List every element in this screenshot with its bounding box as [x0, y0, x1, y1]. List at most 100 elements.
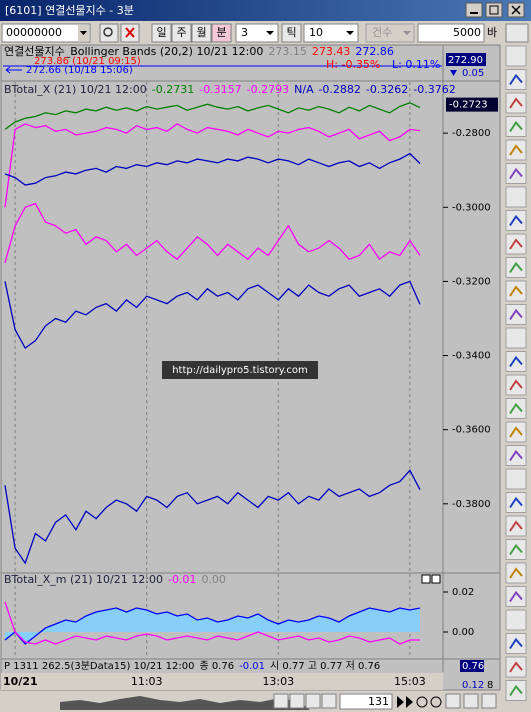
tool-button[interactable]: [505, 280, 527, 302]
tool-button[interactable]: [505, 398, 527, 419]
y-tick-label: -0.3400: [452, 351, 491, 362]
price-axis-label: 272.90: [448, 55, 483, 66]
tool-icon: [509, 214, 523, 227]
status-axis-label: 0.76: [462, 661, 484, 672]
y-tick-label: -0.3800: [452, 499, 491, 510]
high-change: H: -0.35%: [326, 58, 380, 71]
tool-icon: [509, 120, 523, 133]
count-select[interactable]: [365, 23, 415, 43]
period-button[interactable]: [211, 23, 232, 43]
tool-button[interactable]: [505, 210, 527, 231]
tick-select[interactable]: [303, 23, 359, 43]
tool-button[interactable]: [505, 163, 527, 184]
tool-button[interactable]: [505, 304, 527, 325]
scroll-last[interactable]: [321, 693, 337, 709]
period-button[interactable]: [171, 23, 192, 43]
tool-button[interactable]: [505, 680, 527, 701]
period-label: 일: [156, 25, 166, 39]
text-segment: 273.43: [312, 45, 351, 58]
tool-button[interactable]: [505, 351, 527, 372]
interval-select[interactable]: [235, 23, 279, 43]
scroll-count-input[interactable]: [339, 693, 393, 710]
tool-button[interactable]: [505, 421, 527, 443]
code-text: 00000000: [6, 26, 62, 39]
scroll-option[interactable]: [463, 693, 479, 709]
minimize-button[interactable]: [465, 2, 483, 18]
tool-button[interactable]: [505, 374, 527, 396]
tool-button[interactable]: [505, 539, 527, 560]
dropdown-arrow: [403, 31, 411, 35]
pane-control[interactable]: [431, 574, 441, 584]
x-tick-label: 13:03: [262, 675, 294, 688]
tool-button[interactable]: [505, 45, 527, 67]
settings-button[interactable]: [505, 23, 529, 43]
search-button[interactable]: [99, 23, 119, 43]
tool-button[interactable]: [505, 656, 527, 678]
tool-icon: [509, 144, 523, 156]
price-current-box: [446, 53, 486, 66]
tool-button[interactable]: [505, 69, 527, 90]
pane-control[interactable]: [421, 574, 431, 584]
scroll-option[interactable]: [481, 693, 497, 709]
tool-button[interactable]: [505, 116, 527, 137]
y-tick-label: -0.3000: [452, 202, 491, 213]
low-marker: 272.66 (10/18 15:06): [26, 65, 133, 76]
status-current-box: [460, 660, 484, 672]
text-segment: 시 0.77 고 0.77 저 0.76: [270, 660, 380, 672]
zoom-in[interactable]: [416, 696, 428, 708]
tool-button[interactable]: [505, 468, 527, 490]
code-input[interactable]: [1, 23, 91, 43]
tool-button[interactable]: [505, 492, 527, 513]
tool-icon: [509, 191, 523, 203]
tool-button[interactable]: [505, 257, 527, 278]
x-tick-label: 10/21: [3, 675, 38, 688]
series-line: [4, 607, 421, 645]
tool-button[interactable]: [505, 586, 527, 607]
tick-button[interactable]: [281, 23, 302, 43]
header-value: -0.2882: [318, 83, 360, 96]
tool-button[interactable]: [505, 515, 527, 537]
scroll-option[interactable]: [445, 693, 461, 709]
pane-title: BTotal_X_m (21) 10/21 12:00: [4, 573, 163, 586]
period-button[interactable]: [191, 23, 212, 43]
header-value: -0.2793: [247, 83, 289, 96]
series-line: [4, 102, 421, 130]
tool-button[interactable]: [505, 139, 527, 161]
tool-icon: [509, 402, 523, 415]
tool-button[interactable]: [505, 92, 527, 114]
tool-button[interactable]: [505, 233, 527, 255]
y-tick-label: 0.00: [452, 627, 474, 638]
play-icon[interactable]: [397, 696, 413, 708]
price-header: 연결선물지수_Bollinger Bands (20,2) 10/21 12:0…: [4, 45, 394, 58]
tool-icon: [509, 684, 523, 697]
period-button[interactable]: [151, 23, 172, 43]
status-line: P 1311 262.5(3분Data15) 10/21 12:00 종 0.76…: [4, 660, 380, 672]
low-arrow: [5, 66, 22, 74]
series-line: [4, 469, 421, 565]
tool-button[interactable]: [505, 609, 527, 631]
tool-icon: [509, 308, 523, 321]
tool-icon: [509, 567, 523, 579]
count-input[interactable]: [417, 23, 485, 43]
maximize-button[interactable]: [485, 2, 503, 18]
window-title: [6101] 연결선물지수 - 3분: [5, 4, 134, 17]
low-change: L: 0.11%: [392, 58, 440, 71]
tool-button[interactable]: [505, 562, 527, 584]
scroll-next[interactable]: [305, 693, 321, 709]
scroll-first[interactable]: [273, 693, 289, 709]
zoom-out[interactable]: [430, 696, 442, 708]
tool-button[interactable]: [505, 445, 527, 466]
interval-text: 3: [241, 26, 248, 39]
tool-button[interactable]: [505, 633, 527, 654]
price-axis-label: 0.05: [462, 68, 484, 79]
tool-button[interactable]: [505, 186, 527, 208]
tool-button[interactable]: [505, 327, 527, 349]
scroll-prev[interactable]: [289, 693, 305, 709]
watermark: http://dailypro5.tistory.com: [172, 365, 308, 376]
y-tick-label: -0.3200: [452, 276, 491, 287]
tick-text: 10: [309, 26, 323, 39]
status-axis-label: 0.12: [462, 680, 484, 691]
time-axis: [1, 673, 443, 690]
